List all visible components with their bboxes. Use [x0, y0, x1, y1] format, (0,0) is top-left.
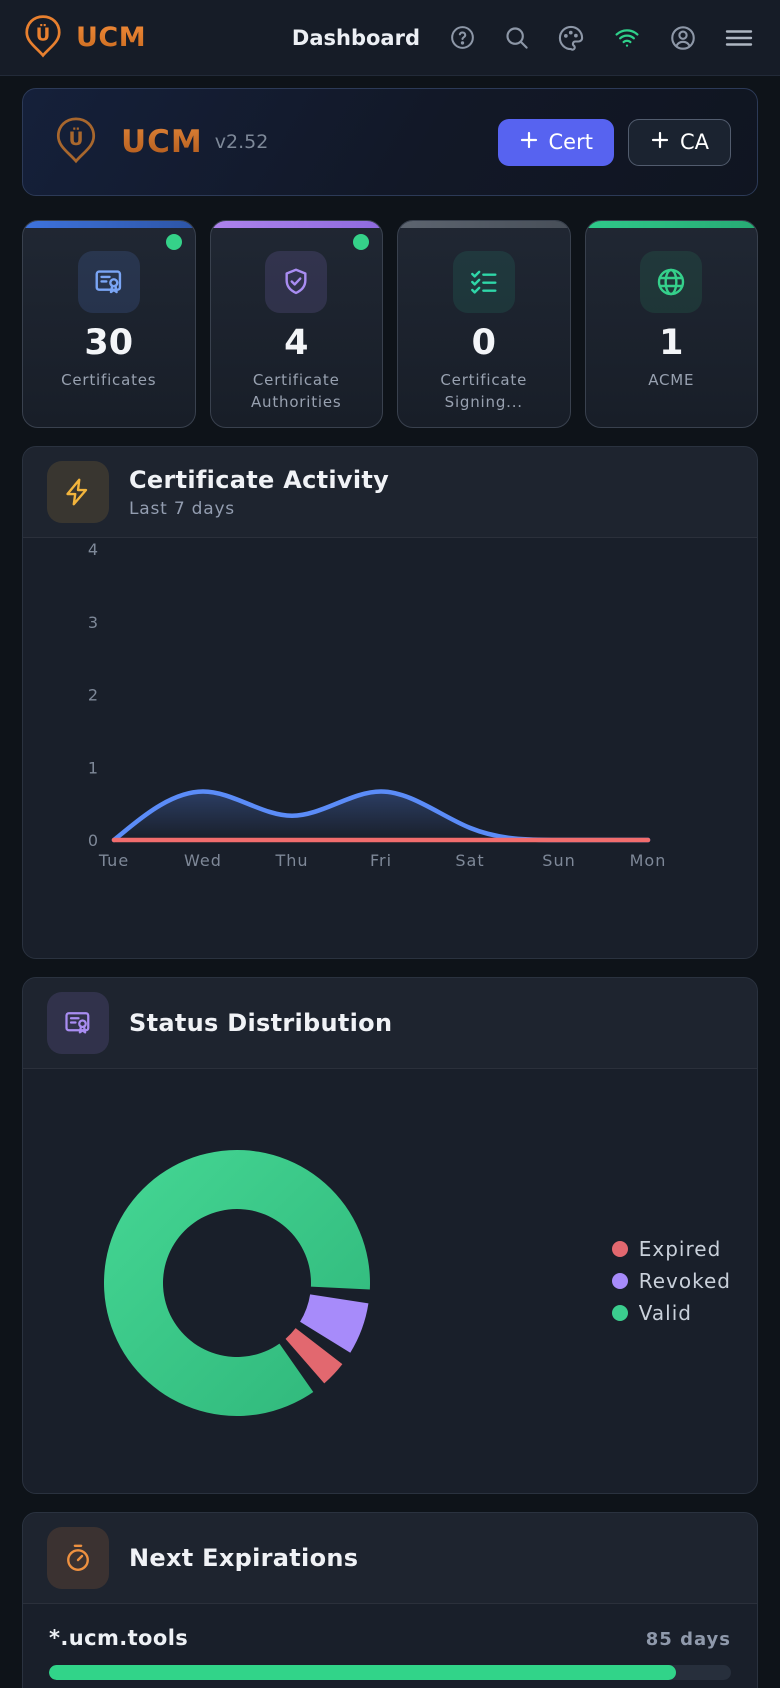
certificate-icon: [47, 992, 109, 1054]
help-icon: [449, 24, 476, 51]
top-nav: Dashboard: [292, 24, 754, 52]
stat-value: 1: [659, 323, 684, 363]
stat-label: Certificates: [61, 371, 157, 389]
svg-text:Tue: Tue: [98, 851, 129, 870]
certificate-icon: [77, 251, 140, 313]
status-dot: [353, 234, 369, 250]
menu-button[interactable]: [724, 26, 754, 50]
status-dot: [165, 234, 182, 250]
app-header-card: Ü UCM v2.52 Cert CA: [22, 88, 758, 196]
stat-label: ACME: [648, 371, 695, 389]
stat-cards: 30 Certificates 4 Certificate Authoritie…: [22, 220, 758, 428]
svg-text:Sat: Sat: [455, 851, 484, 870]
theme-palette-icon: [557, 24, 585, 52]
plus-icon: [519, 130, 539, 155]
stat-value: 30: [84, 323, 134, 363]
app-name: UCM: [121, 124, 203, 160]
expiration-rows: *.ucm.tools 85 days: [23, 1604, 757, 1688]
svg-text:Sun: Sun: [542, 851, 575, 870]
brand-name: UCM: [76, 22, 147, 53]
status-distribution-panel: Status Distribution Expired Revoked Valid: [22, 977, 758, 1494]
chart-legend: Expired Revoked Valid: [611, 1229, 731, 1333]
svg-text:Thu: Thu: [274, 851, 308, 870]
svg-text:2: 2: [88, 686, 99, 705]
stat-value: 0: [471, 323, 496, 363]
dashboard-main: Ü UCM v2.52 Cert CA 30 Certificates: [0, 88, 780, 1688]
help-button[interactable]: [449, 24, 476, 51]
status-donut-chart: [104, 1150, 371, 1416]
legend-item-expired[interactable]: Expired: [611, 1237, 731, 1261]
legend-label: Valid: [638, 1301, 692, 1325]
add-cert-button[interactable]: Cert: [497, 118, 614, 166]
stat-card-acme[interactable]: 1 ACME: [584, 220, 758, 428]
legend-dot: [611, 1273, 628, 1289]
panel-header: Certificate Activity Last 7 days: [23, 447, 757, 538]
plus-icon: [650, 130, 670, 155]
accent-bar: [585, 221, 757, 228]
legend-item-revoked[interactable]: Revoked: [611, 1269, 731, 1293]
panel-subtitle: Last 7 days: [129, 498, 235, 519]
ucm-shield-icon: Ü: [53, 116, 99, 168]
panel-title: Status Distribution: [129, 1009, 393, 1037]
accent-bar: [398, 221, 570, 228]
stat-value: 4: [284, 323, 309, 363]
panel-title: Certificate Activity: [129, 465, 390, 494]
lightning-icon: [47, 461, 109, 523]
app-version: v2.52: [214, 131, 269, 153]
expiration-row[interactable]: *.ucm.tools 85 days: [49, 1626, 731, 1680]
svg-text:1: 1: [88, 758, 99, 777]
panel-header: Next Expirations: [23, 1513, 757, 1604]
legend-dot: [611, 1241, 628, 1257]
wifi-status-icon: [612, 24, 642, 51]
svg-text:Ü: Ü: [69, 128, 84, 150]
stat-card-certificates[interactable]: 30 Certificates: [22, 220, 196, 428]
legend-item-valid[interactable]: Valid: [611, 1301, 731, 1325]
svg-text:4: 4: [88, 540, 99, 559]
accent-bar: [23, 221, 195, 228]
certificate-activity-panel: Certificate Activity Last 7 days 0 1 2 3 4 Tu…: [22, 446, 758, 959]
stat-label: Certificate Signing...: [440, 371, 528, 411]
stat-card-certificate-signing[interactable]: 0 Certificate Signing...: [397, 220, 571, 428]
search-button[interactable]: [503, 24, 530, 51]
menu-icon: [724, 26, 754, 50]
certificate-name: *.ucm.tools: [49, 1626, 189, 1650]
list-checks-icon: [452, 251, 515, 313]
shield-check-icon: [265, 251, 328, 313]
brand[interactable]: Ü UCM: [22, 14, 146, 62]
next-expirations-panel: Next Expirations *.ucm.tools 85 days: [22, 1512, 758, 1688]
accent-bar: [210, 221, 382, 228]
svg-text:Mon: Mon: [630, 851, 667, 870]
status-body: Expired Revoked Valid: [23, 1069, 757, 1493]
stat-card-certificate-authorities[interactable]: 4 Certificate Authorities: [209, 220, 383, 428]
expiry-progress-fill: [49, 1665, 677, 1680]
svg-text:0: 0: [88, 831, 99, 850]
ucm-logo-icon: Ü: [22, 14, 64, 62]
legend-label: Revoked: [638, 1269, 731, 1293]
days-remaining: 85 days: [645, 1629, 731, 1650]
stat-label: Certificate Authorities: [250, 371, 342, 411]
search-icon: [503, 24, 530, 51]
svg-text:Ü: Ü: [36, 23, 50, 45]
svg-text:Wed: Wed: [184, 851, 222, 870]
theme-button[interactable]: [557, 24, 585, 52]
account-icon: [669, 24, 697, 52]
legend-label: Expired: [638, 1237, 722, 1261]
account-button[interactable]: [669, 24, 697, 52]
header-actions: Cert CA: [497, 118, 731, 166]
globe-icon: [640, 251, 703, 313]
connection-button[interactable]: [612, 24, 642, 51]
expiry-progress-track: [49, 1665, 731, 1680]
panel-header: Status Distribution: [23, 978, 757, 1069]
activity-line-chart: 0 1 2 3 4 Tue Wed Thu Fri Sat Sun Mon: [88, 540, 667, 870]
page-title: Dashboard: [291, 25, 420, 50]
top-bar: Ü UCM Dashboard: [0, 0, 780, 76]
legend-dot: [611, 1305, 628, 1321]
timer-icon: [47, 1527, 109, 1589]
add-ca-button[interactable]: CA: [627, 118, 731, 166]
svg-text:3: 3: [88, 613, 99, 632]
panel-title: Next Expirations: [129, 1544, 359, 1572]
svg-text:Fri: Fri: [370, 851, 392, 870]
